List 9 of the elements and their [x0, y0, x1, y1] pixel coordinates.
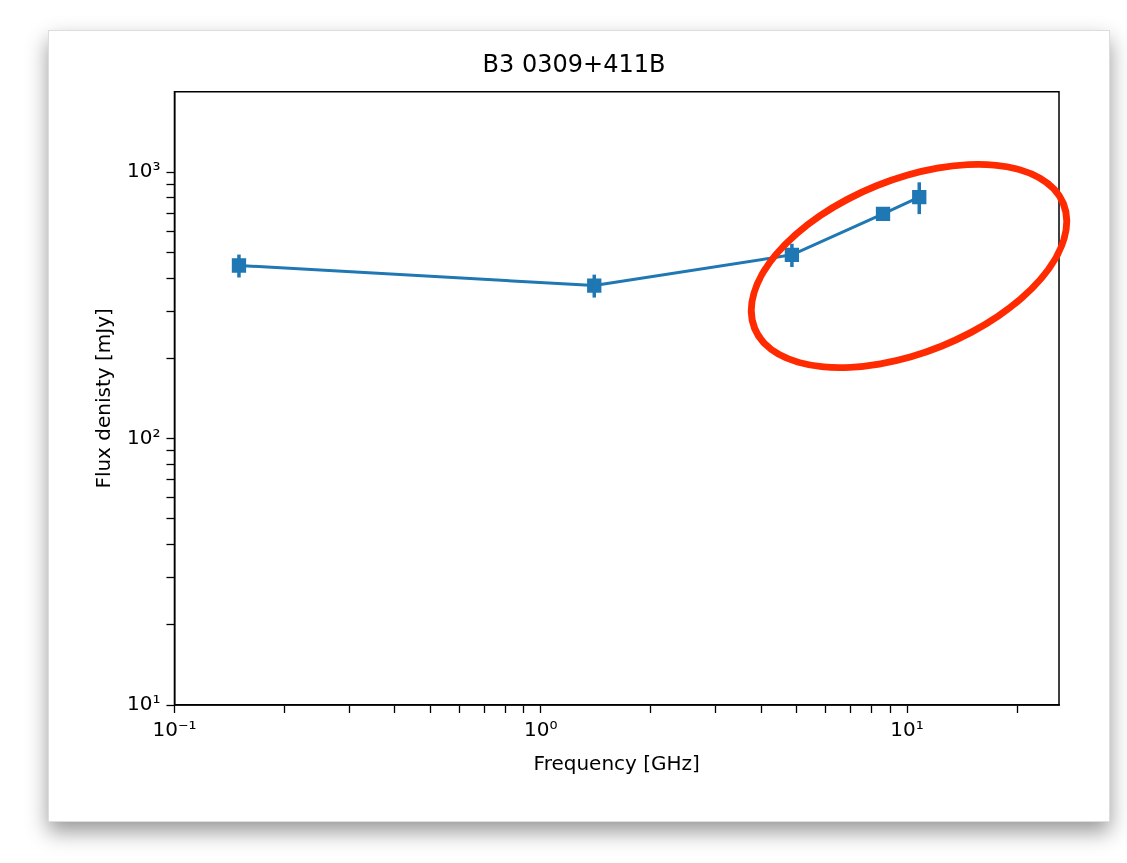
y-tick-label: 10¹ [127, 691, 161, 716]
y-tick-label: 10³ [127, 158, 161, 183]
x-tick-label: 10⁰ [524, 717, 558, 742]
y-axis-title: Flux denisty [mJy] [91, 308, 116, 489]
x-tick-label: 10¹ [890, 717, 924, 742]
x-axis-title: Frequency [GHz] [533, 751, 700, 776]
x-tick-label: 10⁻¹ [152, 717, 197, 742]
y-tick-label: 10² [127, 424, 161, 449]
chart-title: B3 0309+411B [482, 49, 666, 78]
